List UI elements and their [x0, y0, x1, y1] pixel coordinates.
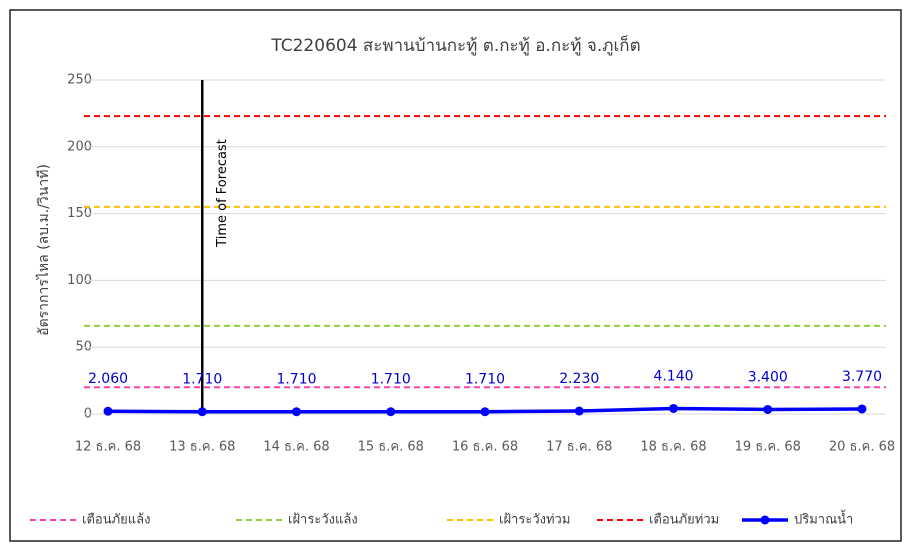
data-label: 1.710 [276, 372, 316, 388]
legend-label: เตือนภัยท่วม [649, 512, 719, 528]
x-tick-label: 16 ธ.ค. 68 [452, 440, 518, 455]
chart-border [9, 9, 902, 542]
legend-label: เฝ้าระวังแล้ง [288, 513, 358, 528]
y-tick-label: 50 [75, 340, 92, 355]
data-point [292, 407, 301, 417]
x-tick-label: 13 ธ.ค. 68 [169, 440, 235, 455]
legend-label: เตือนภัยแล้ง [82, 512, 150, 528]
data-point [857, 404, 867, 414]
forecast-label: Time of Forecast [215, 139, 230, 248]
data-label: 2.060 [88, 371, 128, 387]
x-tick-label: 17 ธ.ค. 68 [546, 440, 612, 455]
data-point [197, 407, 207, 417]
data-label: 2.230 [559, 371, 599, 387]
legend-swatch-marker [760, 515, 770, 525]
data-point [480, 407, 490, 417]
data-point [669, 403, 678, 413]
y-axis-label: อัตราการไหล (ลบ.ม./วินาที) [35, 164, 52, 336]
data-label: 4.140 [653, 368, 693, 384]
x-tick-label: 18 ธ.ค. 68 [640, 440, 706, 455]
x-tick-label: 14 ธ.ค. 68 [263, 440, 329, 455]
data-label: 3.770 [842, 369, 882, 385]
x-tick-label: 20 ธ.ค. 68 [829, 440, 895, 455]
data-point [763, 404, 773, 414]
y-tick-label: 250 [67, 73, 92, 88]
x-tick-label: 15 ธ.ค. 68 [358, 440, 424, 455]
y-tick-label: 100 [67, 273, 92, 288]
legend-label: เฝ้าระวังท่วม [499, 513, 570, 528]
y-tick-label: 150 [67, 206, 92, 221]
x-tick-label: 12 ธ.ค. 68 [75, 440, 141, 455]
data-point [574, 406, 584, 416]
data-label: 1.710 [465, 372, 505, 388]
chart-title: TC220604 สะพานบ้านกะทู้ ต.กะทู้ อ.กะทู้ … [270, 34, 640, 56]
data-label: 3.400 [748, 369, 788, 385]
y-tick-label: 200 [67, 139, 92, 154]
data-label: 1.710 [182, 372, 222, 388]
legend-label: ปริมาณน้ำ [794, 510, 853, 528]
data-point [386, 407, 396, 417]
x-tick-label: 19 ธ.ค. 68 [735, 440, 801, 455]
data-label: 1.710 [371, 372, 411, 388]
data-point [103, 406, 113, 416]
